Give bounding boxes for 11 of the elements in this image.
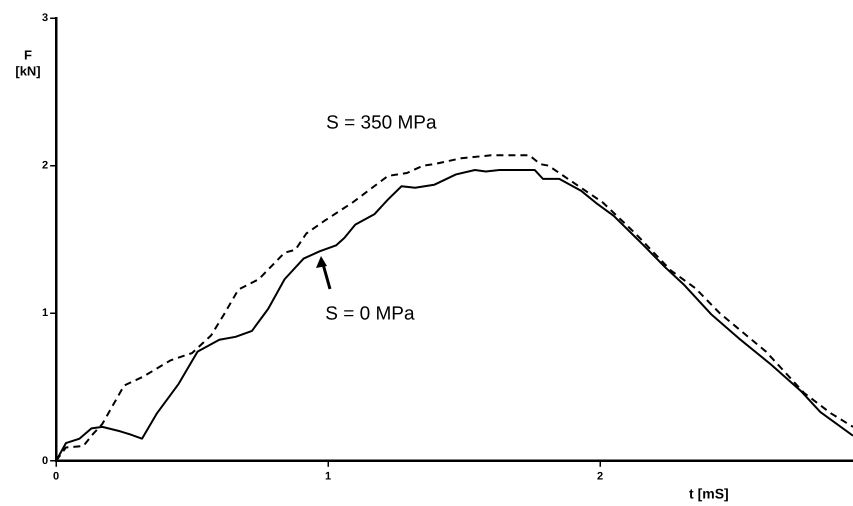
x-axis-title: t [mS] [689,486,729,502]
annotation: S = 350 MPa [326,112,437,134]
x-tick-label: 0 [53,470,60,482]
y-tick-label: 0 [42,454,48,467]
y-tick-label: 2 [42,160,48,172]
y-axis-title: F [kN] [15,48,41,79]
x-tick-label: 2 [597,470,604,482]
x-tick-label: 1 [325,470,332,482]
y-tick-label: 1 [42,307,48,320]
y-tick-label: 3 [42,12,48,24]
annotation: S = 0 MPa [325,303,415,324]
